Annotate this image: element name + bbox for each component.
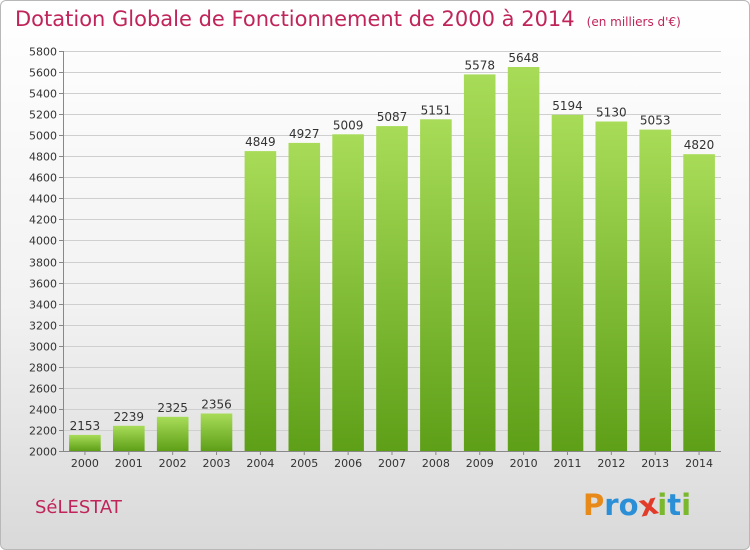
- y-tick-label: 5200: [29, 109, 57, 122]
- y-tick-label: 5600: [29, 67, 57, 80]
- y-tick-label: 4600: [29, 172, 57, 185]
- bar-2004: [244, 151, 277, 451]
- x-tick-label-2005: 2005: [290, 457, 318, 470]
- bar-2009: [463, 74, 496, 452]
- logo-letter: P: [583, 488, 605, 522]
- bar-2012: [595, 121, 628, 451]
- x-tick-label-2002: 2002: [159, 457, 187, 470]
- bar-2011: [551, 114, 584, 452]
- bar-2003: [200, 413, 233, 451]
- data-label-2004: 4849: [245, 135, 276, 149]
- x-tick-label-2011: 2011: [553, 457, 581, 470]
- y-tick-label: 5800: [29, 46, 57, 59]
- data-label-2009: 5578: [464, 58, 495, 72]
- logo-letter: i: [657, 488, 668, 522]
- chart-subtitle: (en milliers d'€): [586, 15, 681, 29]
- x-tick-label-2001: 2001: [115, 457, 143, 470]
- data-label-2002: 2325: [157, 401, 188, 415]
- chart-title: Dotation Globale de Fonctionnement de 20…: [15, 7, 681, 31]
- proxiti-logo: Proxiti: [583, 486, 692, 523]
- y-tick-label: 2800: [29, 362, 57, 375]
- x-tick-label-2008: 2008: [422, 457, 450, 470]
- bar-2000: [69, 434, 101, 451]
- data-label-2013: 5053: [640, 114, 671, 128]
- x-tick-label-2000: 2000: [71, 457, 99, 470]
- y-tick-label: 2400: [29, 404, 57, 417]
- y-tick-label: 3600: [29, 278, 57, 291]
- chart-title-text: Dotation Globale de Fonctionnement de 20…: [15, 7, 575, 31]
- logo-letter: o: [618, 488, 639, 522]
- y-tick-label: 4000: [29, 235, 57, 248]
- y-tick-label: 4200: [29, 214, 57, 227]
- bar-2008: [420, 119, 452, 452]
- x-tick-label-2010: 2010: [510, 457, 538, 470]
- data-label-2008: 5151: [421, 103, 452, 117]
- x-tick-label-2014: 2014: [685, 457, 713, 470]
- data-label-2003: 2356: [201, 398, 232, 412]
- x-tick-label-2006: 2006: [334, 457, 362, 470]
- data-label-2001: 2239: [114, 410, 145, 424]
- y-tick-label: 5000: [29, 130, 57, 143]
- axes: 2000 2200 2400 2600 2800 3000 3200 3400 3600 3800…: [29, 46, 721, 470]
- bars: 2153 2239 2325 2356 4849 4927 5009 5087 5151 5578…: [69, 51, 715, 452]
- x-tick-label-2009: 2009: [466, 457, 494, 470]
- y-tick-label: 5400: [29, 88, 57, 101]
- data-label-2006: 5009: [333, 118, 364, 132]
- data-label-2014: 4820: [684, 138, 715, 152]
- y-tick-label: 3400: [29, 299, 57, 312]
- y-tick-label: 4400: [29, 193, 57, 206]
- x-tick-label-2013: 2013: [641, 457, 669, 470]
- commune-name: SéLESTAT: [35, 497, 122, 518]
- data-label-2010: 5648: [508, 51, 539, 65]
- y-tick-label: 3000: [29, 341, 57, 354]
- y-tick-label: 4800: [29, 151, 57, 164]
- data-label-2012: 5130: [596, 106, 627, 120]
- y-tick-label: 2000: [29, 446, 57, 459]
- x-tick-label-2004: 2004: [246, 457, 274, 470]
- y-tick-label: 3200: [29, 320, 57, 333]
- data-label-2005: 4927: [289, 127, 320, 141]
- bar-2002: [156, 416, 189, 451]
- bar-2007: [376, 126, 408, 451]
- y-tick-label: 2200: [29, 425, 57, 438]
- bar-2013: [639, 129, 671, 451]
- data-label-2000: 2153: [70, 419, 101, 433]
- logo-letter: i: [681, 488, 692, 522]
- bar-2014: [683, 154, 715, 451]
- bar-2010: [507, 67, 540, 451]
- x-tick-label-2012: 2012: [597, 457, 625, 470]
- bar-2001: [113, 425, 145, 451]
- data-label-2011: 5194: [552, 99, 583, 113]
- y-tick-label: 3800: [29, 257, 57, 270]
- x-tick-label-2003: 2003: [203, 457, 231, 470]
- logo-letter: r: [604, 488, 619, 522]
- logo-letter: t: [667, 488, 682, 522]
- data-label-2007: 5087: [377, 110, 408, 124]
- bar-2006: [332, 134, 364, 452]
- x-tick-label-2007: 2007: [378, 457, 406, 470]
- bar-2005: [288, 142, 321, 451]
- y-tick-label: 2600: [29, 383, 57, 396]
